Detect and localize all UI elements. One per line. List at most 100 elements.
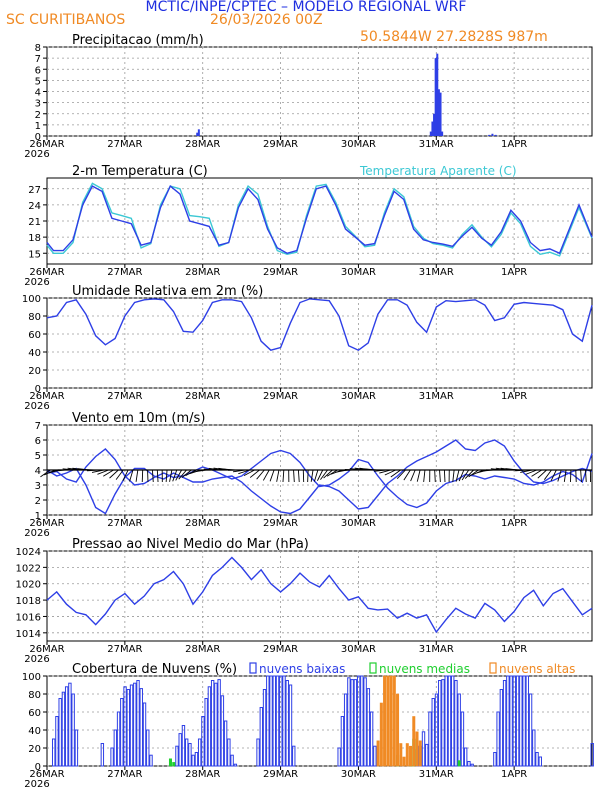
cloud-bar-nuvens-baixas — [116, 711, 121, 767]
temp-xtick-label: 31MAR — [419, 267, 454, 278]
clouds-title: Cobertura de Nuvens (%) — [72, 662, 237, 677]
wind-barb — [178, 469, 187, 480]
wind-barb — [525, 469, 538, 475]
cloud-bar-nuvens-medias — [457, 760, 461, 767]
cloud-bar-nuvens-altas — [389, 675, 393, 767]
cloud-bar-nuvens-baixas — [373, 745, 377, 767]
cloud-bar-nuvens-baixas — [275, 675, 280, 767]
precip-bar — [429, 131, 432, 136]
cloud-bar-nuvens-baixas — [74, 729, 79, 767]
wind-barb — [262, 469, 270, 481]
wind-barb — [293, 469, 295, 483]
humidity-xtick-label: 1APR — [501, 391, 527, 402]
wind-speed-line — [46, 439, 593, 515]
pressure-xtick-label: 31MAR — [419, 644, 454, 655]
cloud-bar-nuvens-baixas — [285, 680, 289, 767]
precip-xtick-label: 27MAR — [107, 139, 142, 150]
wind-xtick-label: 29MAR — [263, 518, 298, 529]
cloud-bar-nuvens-baixas — [369, 711, 374, 767]
cloud-bar-nuvens-baixas — [502, 680, 507, 767]
clouds-ytick-label: 20 — [28, 744, 41, 755]
cloud-bar-nuvens-baixas — [64, 686, 69, 767]
cloud-legend-label: nuvens altas — [499, 662, 575, 676]
cloud-bar-nuvens-baixas — [214, 682, 218, 767]
humidity-xtick-label: 26MAR — [29, 391, 64, 402]
cloud-bar-nuvens-altas — [409, 745, 413, 767]
cloud-bar-nuvens-altas — [376, 740, 380, 767]
cloud-bar-nuvens-baixas — [470, 763, 474, 767]
clouds-frame — [46, 675, 593, 767]
wind-title: Vento em 10m (m/s) — [72, 411, 205, 426]
wind-barb — [115, 469, 124, 480]
precip-bar — [491, 133, 494, 136]
humidity-xtick-label: 28MAR — [185, 391, 220, 402]
precip-ytick-label: 4 — [35, 88, 41, 99]
clouds-ytick-label: 60 — [28, 708, 41, 719]
wind-barb — [423, 469, 426, 482]
cloud-bar-nuvens-altas — [418, 740, 422, 767]
temp-ytick-label: 18 — [28, 233, 41, 244]
cloud-bar-nuvens-baixas — [194, 752, 199, 767]
wind-barb — [109, 469, 119, 479]
cloud-bar-nuvens-baixas — [113, 729, 118, 767]
pressure-line — [46, 556, 593, 634]
humidity-xtick-label: 27MAR — [107, 391, 142, 402]
wind-barb — [181, 469, 192, 478]
wind-barb — [443, 469, 446, 483]
clouds-xtick-label: 29MAR — [263, 769, 298, 780]
temp-xtick-label: 30MAR — [341, 267, 376, 278]
humidity-line — [46, 298, 593, 352]
cloud-bar-nuvens-baixas — [142, 702, 147, 767]
cloud-bar-nuvens-baixas — [197, 738, 202, 767]
cloud-bar-nuvens-baixas — [210, 680, 215, 767]
wind-ytick-label: 2 — [35, 496, 41, 507]
cloud-bar-nuvens-baixas — [347, 677, 351, 767]
pressure-xtick-label: 29MAR — [263, 644, 298, 655]
pressure-ytick-label: 1016 — [16, 612, 41, 623]
humidity-xtick-label: 31MAR — [419, 391, 454, 402]
cloud-bar-nuvens-altas — [399, 743, 403, 767]
cloud-bar-nuvens-baixas — [61, 691, 66, 767]
wind-barb — [461, 469, 470, 481]
cloud-bar-nuvens-baixas — [201, 716, 205, 767]
wind-barb — [97, 469, 109, 475]
cloud-bar-nuvens-baixas — [110, 747, 114, 767]
wind-barb — [313, 469, 319, 482]
wind-barb — [455, 469, 460, 482]
temp-xtick-label: 27MAR — [107, 267, 142, 278]
wind-barb — [156, 469, 159, 483]
cloud-bar-nuvens-baixas — [207, 686, 212, 767]
clouds-xtick-label: 26MAR — [29, 769, 64, 780]
wind-barb — [464, 469, 474, 479]
cloud-bar-nuvens-baixas — [129, 684, 134, 767]
humidity-frame — [46, 297, 593, 389]
temp-ytick-label: 27 — [28, 185, 41, 196]
precip-bar — [196, 132, 199, 136]
wind-barb — [410, 469, 416, 482]
wind-barb — [434, 469, 436, 483]
pressure-xtick-label: 30MAR — [341, 644, 376, 655]
humidity-ytick-label: 0 — [35, 384, 41, 395]
temp-xtick-label: 29MAR — [263, 267, 298, 278]
cloud-bar-nuvens-baixas — [282, 675, 286, 767]
cloud-bar-nuvens-baixas — [350, 679, 354, 767]
cloud-bar-nuvens-baixas — [463, 747, 468, 767]
cloud-bar-nuvens-baixas — [509, 675, 513, 767]
cloud-bar-nuvens-baixas — [499, 689, 504, 767]
precip-bar — [488, 134, 491, 136]
wind-barb — [172, 469, 178, 482]
cloud-bar-nuvens-baixas — [58, 698, 62, 767]
wind-ytick-label: 7 — [35, 421, 41, 432]
precip-bar — [197, 129, 200, 136]
cloud-bar-nuvens-altas — [386, 675, 390, 767]
precip-xtick-label: 28MAR — [185, 139, 220, 150]
cloud-bar-nuvens-baixas — [447, 675, 452, 767]
precip-bar — [431, 121, 434, 136]
wind-barb — [282, 469, 285, 483]
cloud-bar-nuvens-baixas — [139, 688, 143, 767]
wind-barb — [403, 469, 411, 481]
cloud-bar-nuvens-baixas — [515, 675, 520, 767]
cloud-bar-nuvens-baixas — [181, 725, 186, 767]
cloud-bar-nuvens-medias — [168, 758, 172, 767]
wind-barb — [165, 469, 168, 483]
